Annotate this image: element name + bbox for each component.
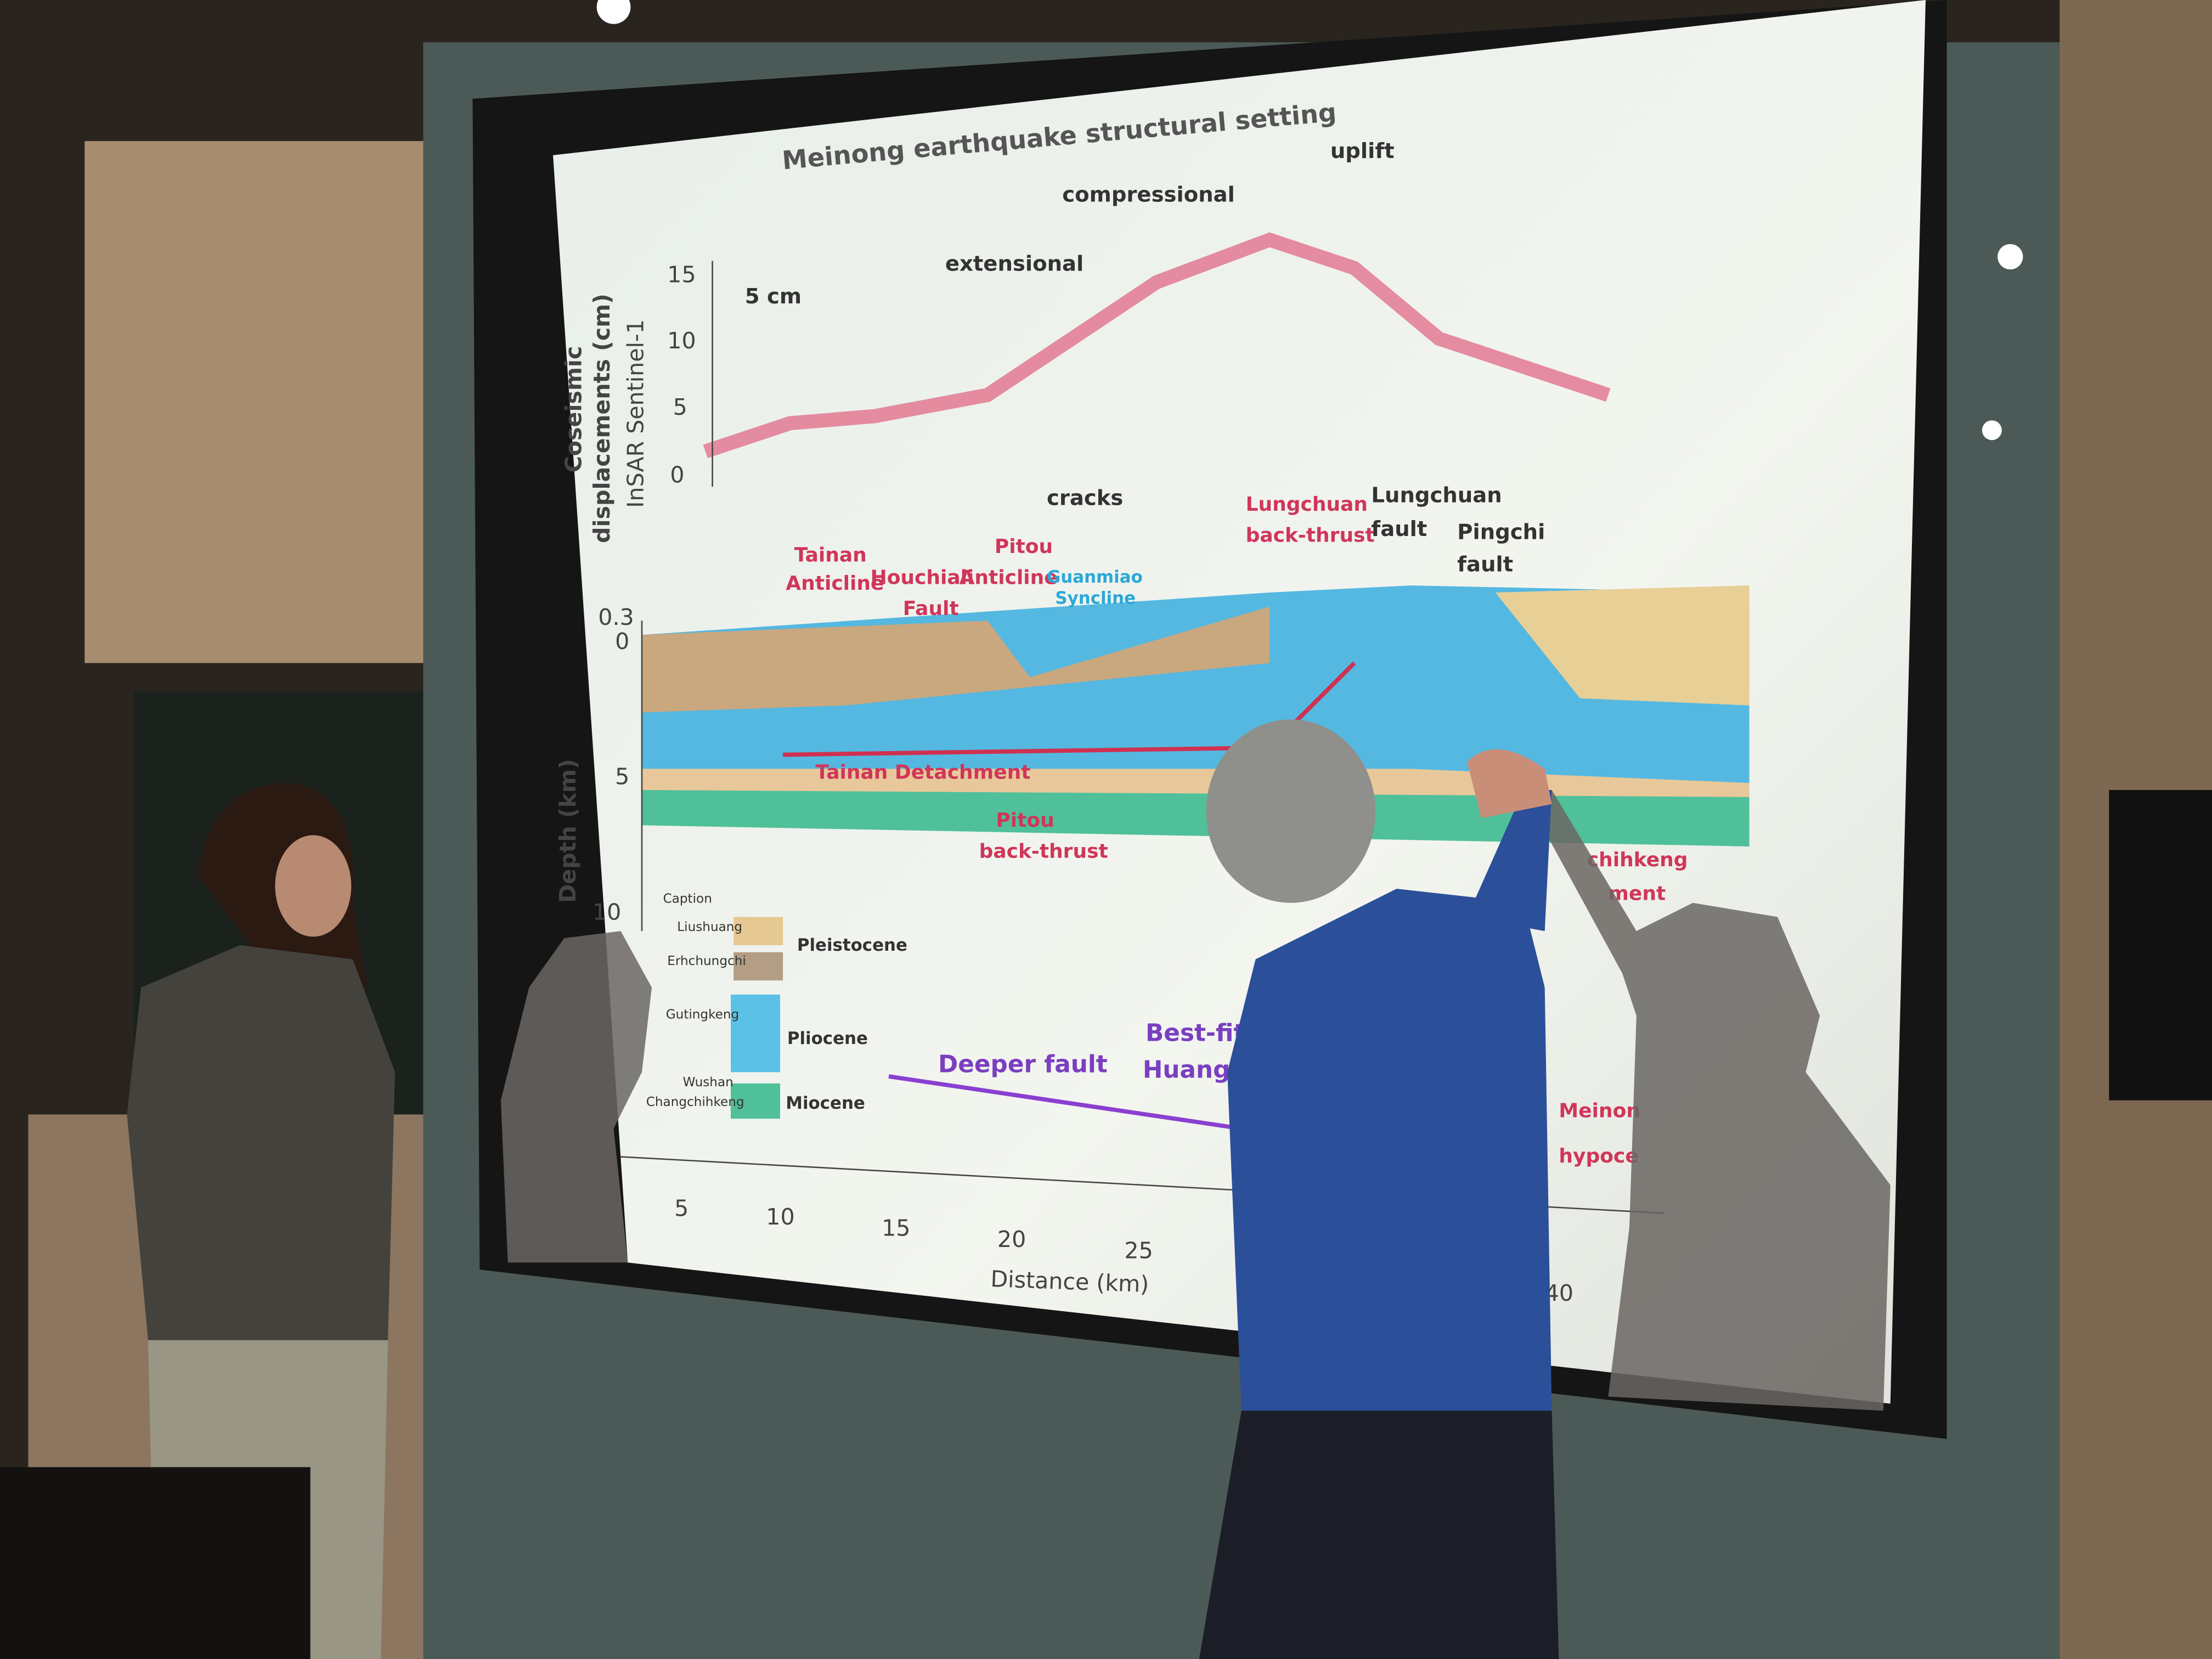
axis-label: Depth (km)	[555, 759, 581, 903]
label: fault	[1457, 552, 1513, 577]
label: Syncline	[1055, 589, 1136, 608]
tick-label: 20	[997, 1226, 1026, 1252]
caption-item: Gutingkeng	[666, 1008, 740, 1022]
caption-era: Miocene	[786, 1093, 865, 1113]
label: Fault	[903, 597, 959, 620]
axis-label: displacements (cm)	[589, 294, 615, 543]
desk	[0, 1467, 311, 1659]
label: Anticline	[786, 572, 884, 595]
axis-label: InSAR Sentinel-1	[623, 319, 649, 508]
label: extensional	[945, 252, 1084, 276]
label: compressional	[1062, 183, 1235, 207]
label: Anticline	[960, 567, 1058, 589]
tick-label: 5	[673, 394, 687, 420]
person-shirt	[127, 945, 395, 1340]
person-pants	[1199, 1410, 1559, 1659]
layer	[642, 783, 1750, 847]
label: uplift	[1330, 139, 1395, 163]
tick-label: 10	[667, 328, 696, 354]
label: Guanmiao	[1047, 567, 1143, 587]
label: Lungchuan	[1371, 483, 1502, 507]
person-arm	[1467, 790, 1552, 932]
person-hand	[1467, 749, 1552, 819]
person-hair	[1206, 719, 1376, 903]
caption-item: Erhchungchi	[667, 954, 746, 968]
label: Houchiali	[871, 567, 974, 589]
swatch	[731, 994, 780, 1073]
label: Pitou	[996, 809, 1054, 832]
label: Pingchi	[1457, 520, 1545, 544]
caption-item: Changchihkeng	[646, 1095, 744, 1109]
label: hypoce	[1559, 1145, 1638, 1167]
tick-label: 10	[592, 899, 621, 926]
scale-label: 5 cm	[745, 284, 802, 309]
label: Deeper fault	[938, 1050, 1108, 1078]
label: Pitou	[995, 535, 1053, 558]
label: fault	[1371, 517, 1427, 541]
wall-light	[1997, 244, 2023, 270]
label: cracks	[1047, 486, 1123, 511]
displacement-arrows	[703, 232, 1611, 459]
swatch	[731, 1083, 780, 1119]
label: Lungchuan	[1246, 493, 1368, 516]
shadow	[1537, 790, 1891, 1411]
swatch	[733, 952, 783, 981]
label: back-thrust	[1246, 524, 1375, 546]
caption-era: Pleistocene	[797, 935, 907, 955]
caption-item: Liushuang	[677, 920, 742, 934]
tick-label: 25	[1124, 1238, 1153, 1264]
tick-label: 0	[615, 628, 629, 654]
label: chihkeng	[1587, 849, 1688, 871]
axis-label: Coseismic	[560, 346, 586, 473]
layer	[642, 606, 1270, 713]
tick-label: 10	[766, 1204, 794, 1230]
shadow	[500, 931, 652, 1263]
tick-label: 15	[667, 261, 696, 287]
caption-item: Wushan	[683, 1075, 733, 1090]
board	[2109, 790, 2212, 1101]
tick-label: 5	[674, 1195, 689, 1222]
tick-label: 15	[882, 1215, 910, 1242]
ceiling-light	[596, 0, 631, 24]
person-face	[275, 835, 352, 937]
fault-line	[888, 1074, 1242, 1131]
axis-label: Distance (km)	[990, 1266, 1149, 1297]
label: Tainan	[794, 544, 867, 566]
label: back-thrust	[979, 840, 1108, 862]
swatch	[733, 917, 783, 945]
caption-title: Caption	[663, 892, 712, 906]
label: Tainan Detachment	[815, 761, 1030, 783]
label: Meinon	[1559, 1100, 1640, 1122]
person-shirt	[1227, 889, 1552, 1411]
tick-label: 5	[615, 764, 629, 790]
layer	[1495, 585, 1750, 706]
caption-era: Pliocene	[787, 1029, 868, 1048]
tick-label: 0	[670, 461, 684, 488]
tick-label: 0.3	[598, 604, 634, 630]
wall-light	[1982, 420, 2002, 441]
